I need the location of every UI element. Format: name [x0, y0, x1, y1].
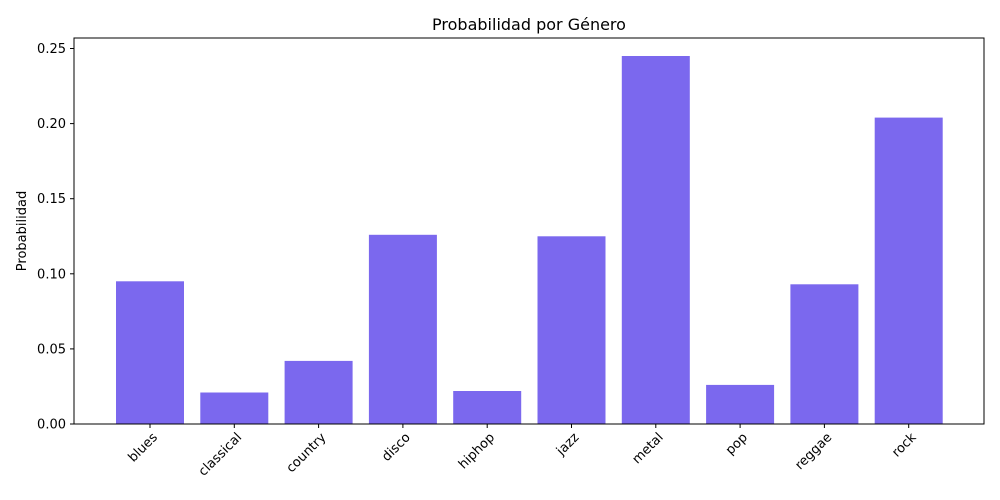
x-tick-label: hiphop	[456, 430, 498, 472]
bar-jazz	[537, 236, 606, 424]
bar-blues	[116, 281, 184, 424]
bar-hiphop	[453, 391, 522, 424]
x-tick-label: jazz	[553, 430, 582, 459]
bar-classical	[200, 392, 269, 424]
bars-group	[116, 56, 943, 424]
bar-pop	[706, 384, 775, 424]
x-tick-label: rock	[889, 430, 920, 461]
y-tick-label: 0.15	[37, 192, 66, 207]
y-ticks-group: 0.00 0.05 0.10 0.15 0.20 0.25	[37, 42, 74, 433]
x-tick-label: country	[284, 430, 330, 476]
x-tick-label: metal	[630, 430, 667, 467]
y-tick-label: 0.10	[37, 267, 66, 282]
plot-frame	[73, 37, 985, 425]
y-axis-label: Probabilidad	[15, 191, 30, 271]
x-tick-label: reggae	[792, 430, 835, 473]
y-tick-label: 0.20	[37, 117, 66, 132]
bar-rock	[874, 117, 943, 424]
y-tick-label: 0.00	[37, 418, 66, 433]
x-tick-label: blues	[126, 430, 161, 465]
bar-metal	[621, 56, 690, 424]
bar-disco	[368, 234, 437, 424]
chart-title: Probabilidad por Género	[432, 15, 626, 34]
y-tick-label: 0.25	[37, 42, 66, 57]
x-tick-label: classical	[196, 430, 245, 479]
x-tick-label: pop	[723, 430, 751, 458]
bar-reggae	[790, 284, 859, 424]
bar-country	[284, 360, 353, 424]
x-ticks-group: blues classical country disco hiphop jazz meta…	[126, 424, 920, 479]
y-tick-label: 0.05	[37, 342, 66, 357]
x-tick-label: disco	[379, 430, 413, 464]
